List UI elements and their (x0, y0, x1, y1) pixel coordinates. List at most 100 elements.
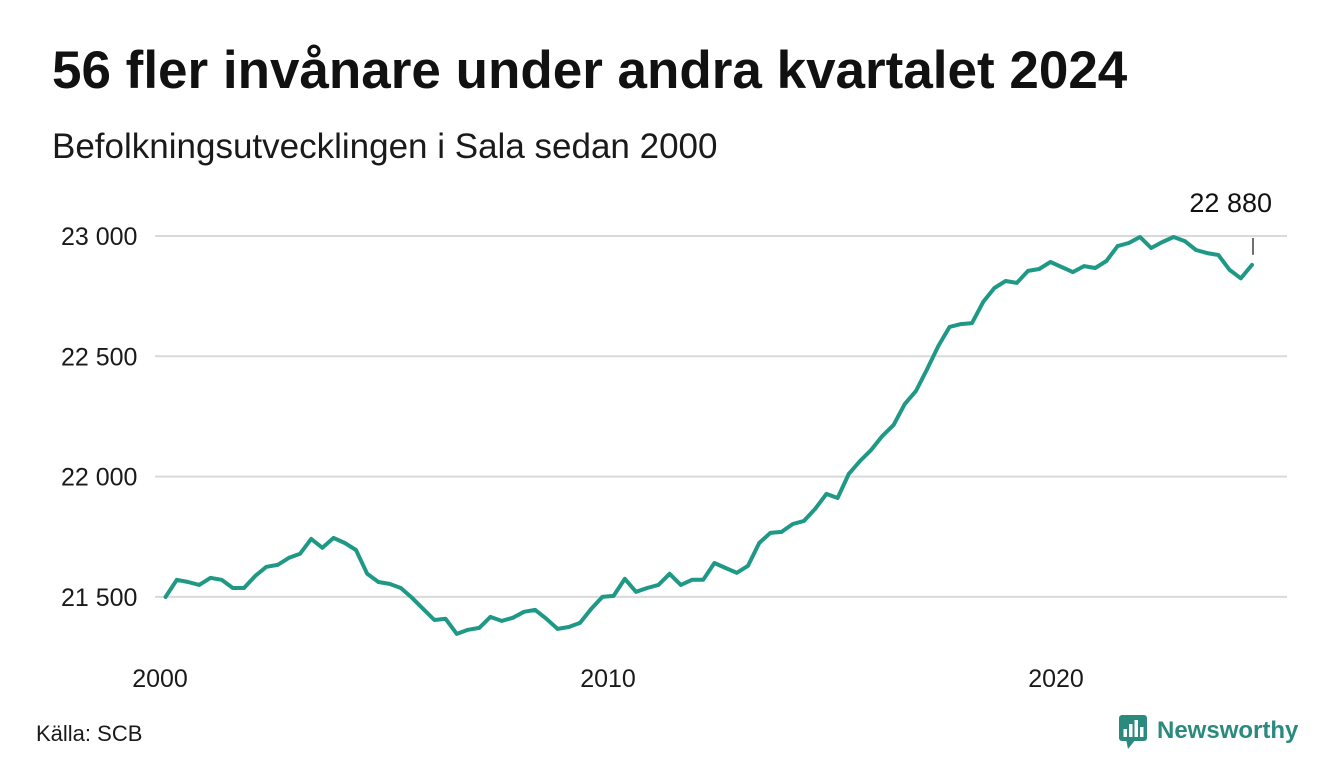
data-point (1239, 276, 1243, 281)
data-point (567, 625, 571, 629)
x-axis: 2000 2010 2020 (132, 665, 1084, 693)
data-point (802, 519, 806, 523)
data-point (1026, 269, 1030, 273)
data-point (331, 536, 336, 540)
logo-icon-bar (1140, 727, 1144, 737)
data-point (880, 434, 885, 438)
data-point (186, 580, 190, 584)
chart-subtitle: Befolkningsutvecklingen i Sala sedan 200… (52, 127, 717, 166)
data-points (163, 235, 1254, 636)
data-point (1037, 267, 1041, 271)
x-tick-label: 2000 (132, 665, 188, 693)
data-point (1250, 263, 1254, 267)
data-point (275, 563, 280, 567)
data-point (522, 610, 526, 614)
data-point (365, 572, 370, 576)
data-point (1171, 235, 1176, 239)
data-point (757, 541, 761, 545)
logo-icon-bar (1134, 720, 1138, 737)
data-point (578, 621, 582, 625)
data-point (1071, 270, 1075, 274)
data-point (163, 595, 168, 599)
data-point (891, 423, 896, 427)
data-point (432, 618, 437, 622)
data-point (387, 582, 392, 586)
logo-icon-tail (1126, 739, 1136, 749)
newsworthy-logo-text: Newsworthy (1157, 717, 1299, 744)
data-point (466, 628, 470, 632)
data-point (421, 607, 426, 611)
annotations: 22 880 (1189, 188, 1272, 255)
data-point (723, 566, 728, 570)
x-tick-label: 2010 (580, 665, 636, 693)
data-point (1093, 266, 1097, 270)
data-point (1227, 268, 1232, 272)
chart-title: 56 fler invånare under andra kvartalet 2… (52, 41, 1128, 100)
data-point (947, 325, 952, 329)
data-point (869, 448, 873, 452)
data-point (779, 530, 784, 534)
data-point (701, 578, 705, 582)
logo-icon-bar (1123, 729, 1127, 737)
data-point (208, 576, 213, 580)
data-point (634, 590, 638, 594)
data-point (667, 572, 672, 576)
data-point (959, 322, 963, 326)
y-tick-label: 21 500 (61, 584, 137, 612)
data-point (499, 619, 504, 623)
data-point (399, 586, 403, 590)
data-point (645, 586, 649, 590)
data-point (544, 617, 549, 621)
data-point (1149, 246, 1153, 250)
data-point (914, 389, 918, 393)
data-point (1115, 244, 1120, 248)
data-point (1015, 281, 1019, 285)
data-point (847, 472, 851, 476)
y-tick-label: 23 000 (61, 223, 137, 251)
data-point (735, 571, 739, 575)
data-point (1205, 251, 1209, 255)
data-point (298, 552, 302, 556)
data-point (511, 616, 515, 620)
series-line (163, 235, 1254, 636)
data-point (623, 577, 627, 581)
data-point (242, 586, 246, 590)
data-point (936, 344, 941, 348)
data-point (455, 632, 459, 636)
data-point (791, 522, 795, 526)
data-point (1138, 235, 1142, 239)
data-point (175, 578, 179, 582)
logo-icon-bar (1129, 724, 1133, 737)
source-note: Källa: SCB (36, 721, 142, 746)
data-point (1127, 241, 1131, 245)
data-point (1216, 253, 1221, 257)
x-tick-label: 2020 (1028, 665, 1084, 693)
data-point (488, 615, 493, 619)
newsworthy-logo: Newsworthy (1119, 715, 1299, 749)
y-tick-label: 22 500 (61, 343, 137, 371)
data-point (410, 596, 414, 600)
data-point (477, 626, 482, 630)
data-point (533, 608, 537, 612)
data-point (970, 321, 974, 325)
data-point (611, 594, 616, 598)
data-point (690, 578, 694, 582)
data-point (824, 492, 829, 496)
data-point (354, 548, 358, 552)
data-point (981, 300, 985, 304)
data-point (264, 565, 269, 569)
data-point (712, 561, 717, 565)
y-axis: 21 500 22 000 22 500 23 000 (61, 223, 137, 612)
data-point (555, 627, 560, 631)
data-point (1104, 259, 1109, 263)
data-point (1003, 279, 1008, 283)
data-point (1160, 240, 1165, 244)
bar-chart-speech-bubble-icon (1119, 715, 1147, 749)
data-point (813, 507, 817, 511)
data-point (903, 402, 907, 406)
data-point (679, 583, 683, 587)
data-point (600, 595, 605, 599)
data-point (320, 546, 325, 550)
